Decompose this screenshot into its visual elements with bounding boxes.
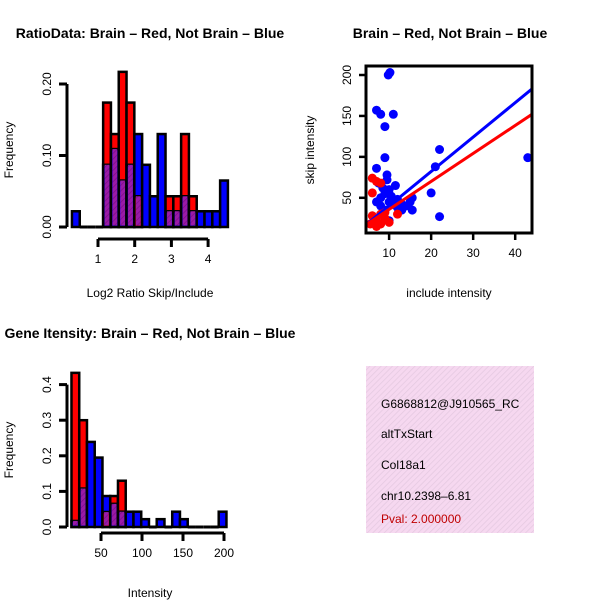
y-tick-label: 0.00 (40, 215, 54, 239)
x-tick-label: 1 (95, 252, 102, 266)
x-tick-label: 50 (94, 546, 108, 560)
bar-not-brain (218, 179, 230, 229)
x-tick-label: 200 (214, 546, 234, 560)
bar-overlap (182, 196, 188, 226)
chart-title: RatioData: Brain – Red, Not Brain – Blue (16, 25, 285, 41)
scatter-panel: Brain – Red, Not Brain – Blue include in… (303, 25, 547, 300)
point-not-brain (407, 205, 417, 215)
bar-overlap (111, 503, 117, 526)
point-not-brain (380, 122, 390, 132)
info-panel-background (366, 366, 534, 533)
y-tick-label: 0.4 (40, 376, 54, 393)
x-axis-label: Log2 Ratio Skip/Include (87, 286, 214, 300)
bar-overlap (128, 164, 133, 226)
point-not-brain (376, 109, 386, 119)
bar-not-brain (178, 517, 189, 529)
plot-area (366, 68, 532, 231)
bar-overlap (80, 488, 86, 526)
point-brain (384, 217, 394, 227)
bar-overlap (112, 149, 118, 226)
point-brain (376, 178, 386, 188)
bar-not-brain (139, 517, 151, 529)
bar-not-brain (70, 210, 81, 229)
y-tick-label: 100 (340, 147, 354, 167)
y-axis-label: Frequency (2, 422, 16, 479)
bar-not-brain (156, 132, 167, 229)
bar-overlap (135, 196, 141, 226)
x-tick-label: 150 (173, 546, 193, 560)
x-tick-label: 40 (509, 246, 523, 260)
info-event-type: altTxStart (381, 427, 433, 441)
bar-not-brain (217, 510, 228, 529)
x-axis-label: include intensity (406, 286, 491, 300)
y-tick-label: 0.0 (40, 518, 54, 535)
y-tick-label: 50 (340, 191, 354, 205)
point-not-brain (385, 68, 395, 78)
bar-overlap (190, 211, 196, 226)
x-tick-label: 4 (205, 252, 212, 266)
bar-overlap (119, 511, 125, 526)
chart-title: Brain – Red, Not Brain – Blue (353, 25, 548, 41)
info-panel: G6868812@J910565_RC altTxStart Col18a1 c… (366, 366, 534, 533)
ratio-histogram-panel: RatioData: Brain – Red, Not Brain – Blue… (2, 25, 284, 300)
point-not-brain (380, 153, 390, 163)
point-not-brain (386, 191, 396, 201)
y-axis-label: skip intensity (303, 116, 317, 185)
y-tick-label: 200 (340, 65, 354, 85)
x-tick-label: 100 (132, 546, 152, 560)
point-brain (367, 188, 377, 198)
info-location: chr10.2398–6.81 (381, 489, 471, 503)
bar-overlap (174, 211, 180, 226)
info-gene-symbol: Col18a1 (381, 458, 426, 472)
chart-title: Gene Itensity: Brain – Red, Not Brain – … (5, 325, 296, 341)
point-not-brain (426, 188, 436, 198)
point-not-brain (435, 145, 445, 154)
x-tick-label: 30 (466, 246, 480, 260)
x-tick-label: 3 (168, 252, 175, 266)
bar-not-brain (93, 456, 104, 529)
point-not-brain (388, 109, 398, 119)
y-tick-label: 0.3 (40, 412, 54, 429)
point-brain (393, 209, 403, 219)
point-not-brain (372, 163, 382, 173)
y-axis-label: Frequency (2, 122, 16, 179)
bar-overlap (72, 520, 78, 526)
x-tick-label: 10 (382, 246, 396, 260)
x-tick-label: 2 (131, 252, 138, 266)
y-tick-label: 0.20 (40, 72, 54, 96)
x-axis-label: Intensity (128, 586, 173, 600)
info-probe-id: G6868812@J910565_RC (381, 397, 520, 411)
bar-overlap (167, 211, 172, 226)
plot-box (364, 64, 534, 235)
fit-line-not-brain (366, 87, 532, 226)
bar-overlap (120, 180, 126, 226)
fit-line-brain (366, 113, 532, 227)
y-tick-label: 0.1 (40, 483, 54, 500)
point-not-brain (435, 212, 445, 222)
y-tick-label: 0.10 (40, 143, 54, 167)
bar-not-brain (155, 517, 166, 529)
bar-overlap (104, 164, 110, 226)
y-tick-label: 0.2 (40, 447, 54, 464)
info-pval: Pval: 2.000000 (381, 512, 461, 526)
y-tick-label: 150 (340, 106, 354, 126)
x-tick-label: 20 (424, 246, 438, 260)
point-not-brain (523, 153, 532, 163)
bar-overlap (103, 512, 109, 526)
intensity-histogram-panel: Gene Itensity: Brain – Red, Not Brain – … (2, 325, 296, 600)
